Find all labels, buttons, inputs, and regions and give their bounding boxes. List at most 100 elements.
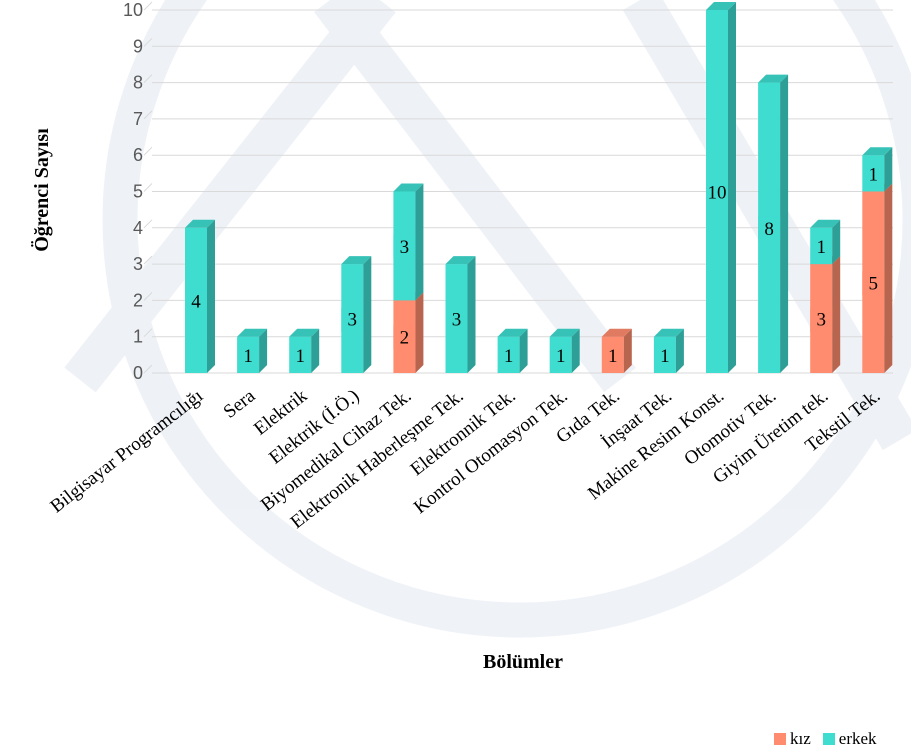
bar-side	[311, 328, 320, 373]
data-label: 1	[869, 164, 879, 185]
legend-swatch-erkek	[822, 733, 835, 745]
bar-side	[571, 328, 580, 373]
data-label: 5	[869, 273, 879, 294]
data-label: 1	[295, 346, 305, 367]
bar-side	[728, 2, 736, 373]
bar-top	[289, 328, 320, 337]
data-label: 10	[708, 183, 727, 204]
bar-top	[549, 328, 580, 337]
bar-side	[623, 328, 632, 373]
bar-front	[549, 336, 572, 373]
gridline-depth	[143, 183, 153, 192]
data-label-box	[393, 234, 416, 259]
gridline-depth	[143, 110, 153, 120]
data-label-box	[341, 307, 364, 332]
y-axis-title: Öğrenci Sayısı	[30, 128, 53, 252]
bar-top	[237, 328, 268, 337]
x-tick-label: Sera	[220, 385, 260, 423]
bar-front	[237, 336, 260, 373]
data-label: 1	[243, 346, 253, 367]
bar-side	[363, 256, 372, 373]
y-tick-label: 7	[133, 109, 143, 129]
data-label: 3	[400, 237, 410, 258]
y-tick-label: 1	[133, 327, 143, 347]
gridline-depth	[143, 364, 153, 374]
gridline-depth	[143, 1, 153, 11]
bar-segment-erkek	[549, 328, 580, 373]
bar-segment-erkek	[862, 147, 893, 192]
bar-segment-kiz	[601, 328, 632, 373]
bar-top	[758, 74, 789, 83]
bar-segment-erkek	[289, 328, 320, 373]
data-label-box	[706, 180, 728, 205]
bar-side	[415, 183, 424, 301]
y-axis-ticks: 0 1 2 3 4 5 6 7 8 9 10	[123, 0, 143, 383]
bar-top	[706, 2, 736, 10]
data-label: 3	[348, 310, 358, 331]
gridline-depth	[143, 328, 153, 338]
y-tick-label: 10	[123, 0, 143, 20]
bar-top	[862, 147, 893, 156]
data-label-box	[185, 289, 207, 314]
gridline-depth	[143, 255, 153, 265]
data-label-box	[810, 307, 833, 332]
data-label: 1	[556, 346, 566, 367]
bar-top	[653, 328, 684, 337]
bar-top	[393, 183, 424, 192]
bar-side	[832, 219, 841, 265]
bar-front	[497, 336, 520, 373]
data-label: 1	[660, 346, 670, 367]
bar-side	[675, 328, 684, 373]
data-labels: 4 1 1 3 2 3 3 1 1 1 1 10 8 3 1 5 1	[185, 164, 885, 367]
legend-item-kiz: kız	[774, 729, 811, 749]
bar-side	[259, 328, 268, 373]
data-label: 4	[191, 291, 201, 312]
bar-top	[601, 328, 632, 337]
bar-segment-erkek	[393, 183, 424, 301]
bar-segment-erkek	[237, 328, 268, 373]
y-tick-label: 5	[133, 182, 143, 202]
data-label: 1	[608, 346, 618, 367]
bar-segment-erkek	[653, 328, 684, 373]
data-label: 2	[400, 328, 410, 349]
data-label-box	[445, 307, 468, 332]
legend: kız erkek	[774, 729, 889, 749]
bar-side	[207, 219, 215, 373]
data-label: 3	[452, 310, 462, 331]
bar-front	[601, 336, 624, 373]
legend-item-erkek: erkek	[822, 729, 877, 749]
y-tick-label: 4	[133, 218, 143, 238]
bar-side	[884, 183, 893, 373]
data-label: 8	[764, 219, 774, 240]
bars	[185, 2, 893, 373]
bar-top	[341, 256, 372, 265]
legend-swatch-kiz	[774, 733, 786, 745]
bar-side	[780, 74, 789, 373]
bar-top	[497, 328, 528, 337]
bar-side	[415, 292, 424, 373]
bar-top	[185, 219, 215, 228]
bar-front	[289, 336, 312, 373]
x-axis-categories: Bilgisayar Programcılığı SeraElektrikElek…	[47, 385, 885, 533]
gridline-depth	[143, 219, 153, 229]
bar-side	[832, 256, 841, 373]
bar-front	[653, 336, 676, 373]
y-tick-label: 8	[133, 73, 143, 93]
bar-top	[810, 219, 841, 228]
bar-segment-erkek	[810, 219, 841, 265]
bar-segment-erkek	[497, 328, 528, 373]
gridline-depth	[143, 37, 153, 47]
bar-front	[810, 227, 833, 265]
data-label-box	[393, 325, 416, 350]
gridline-depth	[143, 292, 153, 301]
x-axis-title: Bölümler	[483, 651, 563, 673]
y-tick-label: 3	[133, 254, 143, 274]
data-label: 1	[816, 237, 826, 258]
data-label-box	[862, 271, 885, 296]
bar-front	[862, 155, 885, 192]
data-label-box	[758, 216, 781, 241]
gridline-depth	[143, 74, 153, 83]
y-tick-label: 2	[133, 290, 143, 310]
legend-label-erkek: erkek	[838, 729, 877, 748]
